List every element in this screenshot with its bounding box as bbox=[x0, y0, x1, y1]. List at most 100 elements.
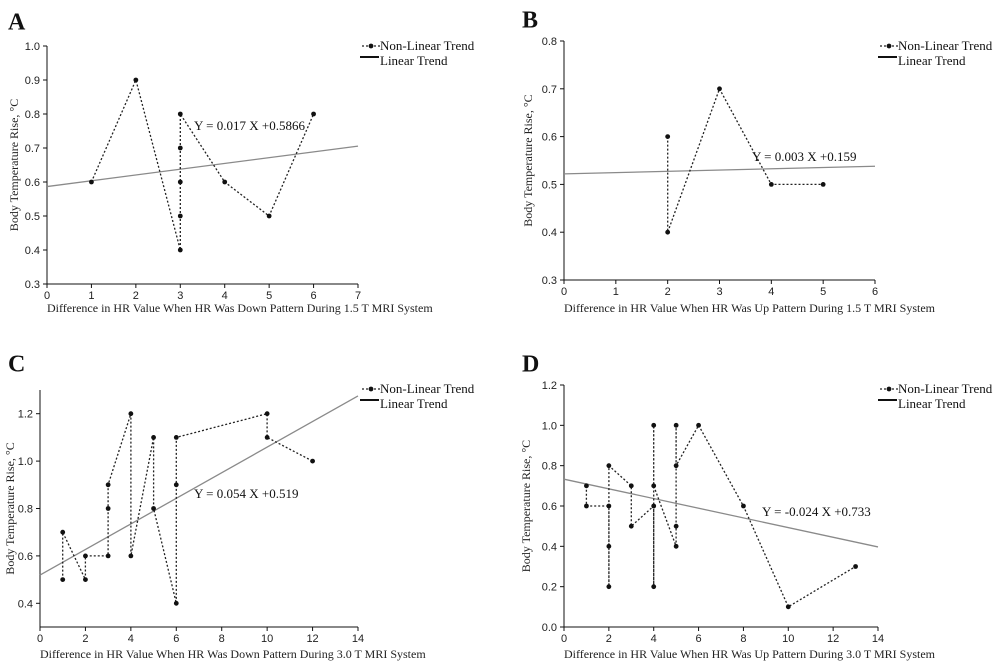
data-point bbox=[606, 463, 612, 469]
x-tick-label: 5 bbox=[266, 290, 272, 302]
panel-letter: D bbox=[522, 352, 539, 378]
y-tick-label: 0.8 bbox=[542, 36, 557, 48]
y-tick-label: 0.7 bbox=[542, 84, 557, 96]
x-tick-label: 0 bbox=[561, 286, 567, 298]
y-tick-label: 1.2 bbox=[18, 409, 33, 421]
data-point bbox=[768, 182, 774, 187]
x-tick-label: 2 bbox=[133, 290, 139, 302]
x-tick-label: 12 bbox=[827, 633, 839, 645]
data-point bbox=[673, 463, 679, 469]
y-tick-label: 0.8 bbox=[18, 504, 33, 516]
y-tick-label: 0.3 bbox=[542, 275, 557, 287]
data-point bbox=[651, 584, 657, 590]
y-tick-label: 0.8 bbox=[25, 109, 40, 121]
data-point bbox=[311, 111, 316, 117]
legend-label-non-linear: Non-Linear Trend bbox=[380, 381, 475, 396]
x-tick-label: 6 bbox=[311, 290, 317, 302]
y-axis-label: Body Temperature Rise, °C bbox=[519, 440, 533, 572]
y-tick-label: 1.0 bbox=[542, 420, 557, 432]
x-axis-label: Difference in HR Value When HR Was Down … bbox=[47, 301, 433, 315]
x-tick-label: 4 bbox=[222, 290, 228, 302]
y-tick-label: 1.2 bbox=[542, 380, 557, 392]
data-point bbox=[89, 179, 94, 185]
data-point bbox=[785, 604, 791, 610]
y-tick-label: 0.9 bbox=[25, 75, 40, 87]
data-point bbox=[651, 422, 657, 428]
x-tick-label: 4 bbox=[128, 633, 134, 645]
data-point bbox=[177, 247, 183, 253]
x-tick-label: 2 bbox=[665, 286, 671, 298]
y-tick-label: 0.4 bbox=[542, 227, 557, 239]
data-point bbox=[651, 503, 657, 509]
linear-trend-line bbox=[563, 478, 879, 548]
data-point bbox=[177, 213, 183, 219]
y-tick-label: 0.6 bbox=[18, 551, 33, 563]
data-point bbox=[173, 435, 179, 440]
y-tick-label: 0.4 bbox=[18, 598, 33, 610]
x-axis-label: Difference in HR Value When HR Was Up Pa… bbox=[564, 301, 936, 315]
legend-marker bbox=[886, 43, 892, 49]
data-point bbox=[665, 229, 671, 235]
y-tick-label: 0.4 bbox=[25, 245, 40, 257]
data-point bbox=[606, 584, 612, 590]
data-point bbox=[264, 411, 270, 417]
data-point bbox=[105, 482, 111, 488]
data-point bbox=[606, 503, 612, 509]
legend-label-non-linear: Non-Linear Trend bbox=[898, 381, 993, 396]
legend-label-linear: Linear Trend bbox=[898, 53, 966, 68]
data-point bbox=[628, 523, 634, 529]
data-point bbox=[665, 134, 671, 140]
y-tick-label: 0.5 bbox=[542, 179, 557, 191]
data-point bbox=[606, 543, 612, 549]
x-axis-label: Difference in HR Value When HR Was Down … bbox=[40, 647, 426, 661]
regression-equation: Y = 0.017 X +0.5866 bbox=[194, 118, 305, 133]
x-tick-label: 4 bbox=[651, 633, 657, 645]
x-tick-label: 6 bbox=[173, 633, 179, 645]
data-point bbox=[673, 422, 679, 428]
legend-marker bbox=[886, 386, 892, 392]
data-point bbox=[60, 577, 66, 582]
non-linear-trend-line bbox=[62, 412, 313, 604]
panel-a: A 0 1 2 3 4 5 6 7 0.3 0.4 0.5 0.6 0.7 0.8 0.9 1.0 Differe… bbox=[7, 10, 475, 316]
x-tick-label: 10 bbox=[261, 633, 273, 645]
x-tick-label: 0 bbox=[37, 633, 43, 645]
y-tick-label: 0.3 bbox=[25, 279, 40, 291]
data-point bbox=[266, 213, 272, 219]
data-point bbox=[584, 503, 589, 509]
data-point bbox=[105, 553, 111, 559]
data-point bbox=[177, 179, 183, 185]
legend-label-non-linear: Non-Linear Trend bbox=[898, 38, 993, 53]
data-point bbox=[696, 422, 701, 428]
data-point bbox=[628, 483, 634, 489]
data-point bbox=[177, 111, 183, 117]
x-tick-label: 12 bbox=[306, 633, 318, 645]
data-point bbox=[222, 179, 228, 185]
data-point bbox=[673, 543, 679, 549]
x-tick-label: 2 bbox=[82, 633, 88, 645]
data-point bbox=[173, 482, 179, 488]
linear-trend-line bbox=[46, 145, 359, 188]
y-tick-label: 0.6 bbox=[542, 501, 557, 513]
x-tick-label: 0 bbox=[561, 633, 567, 645]
data-point bbox=[741, 503, 746, 509]
panel-b: B 0 1 2 3 4 5 6 0.3 0.4 0.5 0.6 0.7 0.8 Difference in … bbox=[521, 8, 993, 316]
x-tick-label: 14 bbox=[352, 633, 364, 645]
data-point bbox=[105, 506, 111, 511]
linear-trend-line bbox=[39, 395, 359, 576]
y-tick-label: 1.0 bbox=[18, 456, 33, 468]
non-linear-trend-line bbox=[90, 78, 315, 251]
legend-label-linear: Linear Trend bbox=[380, 53, 448, 68]
data-point bbox=[173, 600, 179, 606]
panel-letter: C bbox=[8, 352, 25, 378]
data-point bbox=[717, 86, 722, 92]
y-tick-label: 0.7 bbox=[25, 143, 40, 155]
y-tick-label: 0.6 bbox=[542, 132, 557, 144]
data-point bbox=[151, 435, 156, 440]
y-axis-label: Body Temperature Rise, °C bbox=[3, 442, 17, 574]
x-tick-label: 6 bbox=[696, 633, 702, 645]
x-tick-label: 2 bbox=[606, 633, 612, 645]
x-tick-label: 3 bbox=[177, 290, 183, 302]
legend-label-linear: Linear Trend bbox=[898, 396, 966, 411]
linear-trend-line bbox=[563, 165, 876, 175]
